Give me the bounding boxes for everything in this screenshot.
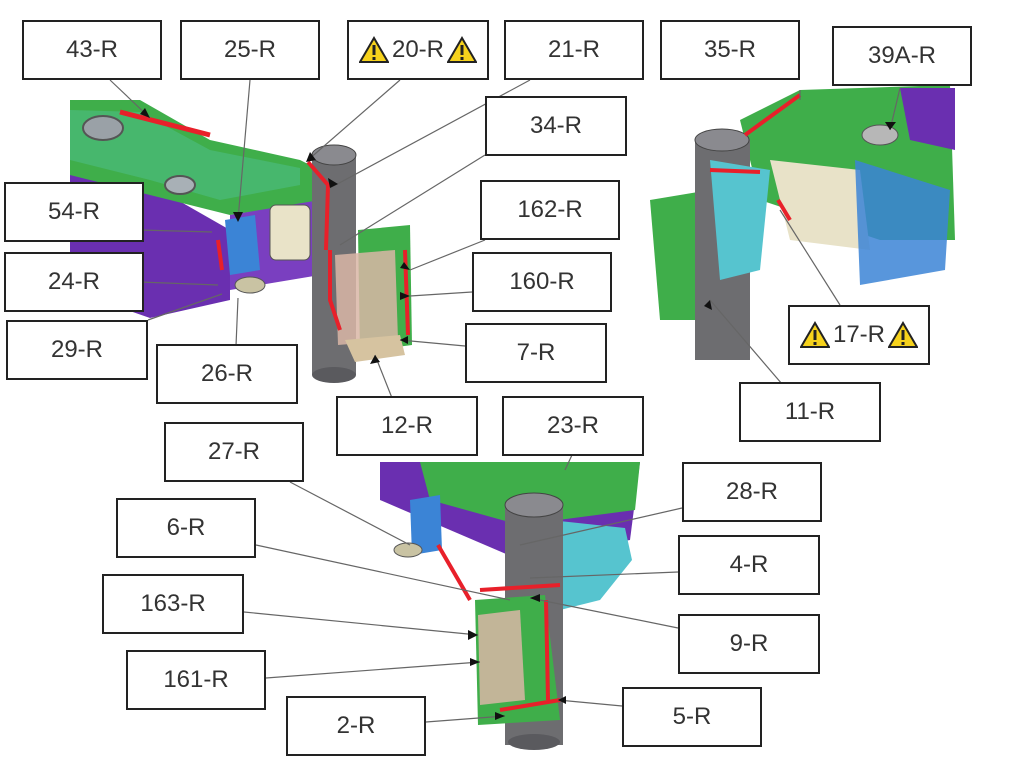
callout-25-R: 25-R (180, 20, 320, 80)
callout-text: 4-R (729, 551, 769, 578)
callout-163-R: 163-R (102, 574, 244, 634)
callout-162-R: 162-R (480, 180, 620, 240)
callout-34-R: 34-R (485, 96, 627, 156)
callout-29-R: 29-R (6, 320, 148, 380)
callout-text: 23-R (546, 412, 600, 439)
callout-text: 2-R (336, 712, 376, 739)
callout-text: 160-R (509, 268, 575, 295)
callout-text: 11-R (784, 398, 836, 425)
callout-6-R: 6-R (116, 498, 256, 558)
callout-text: 35-R (703, 36, 757, 63)
callout-26-R: 26-R (156, 344, 298, 404)
callout-text: 39A-R (867, 42, 937, 69)
callout-text: 5-R (672, 703, 712, 730)
callout-text: 24-R (47, 268, 101, 295)
warning-triangle-icon (799, 321, 830, 349)
callout-text: 162-R (517, 196, 583, 223)
callout-9-R: 9-R (678, 614, 820, 674)
callout-2-R: 2-R (286, 696, 426, 756)
callout-161-R: 161-R (126, 650, 266, 710)
callout-text: 29-R (50, 336, 104, 363)
callout-text: 25-R (223, 36, 277, 63)
callout-text: 28-R (725, 478, 779, 505)
callout-text: 43-R (65, 36, 119, 63)
callout-text: 17-R (832, 321, 886, 348)
callout-text: 163-R (140, 590, 206, 617)
callout-4-R: 4-R (678, 535, 820, 595)
callout-text: 9-R (729, 630, 769, 657)
callout-text: 27-R (207, 438, 261, 465)
callout-text: 7-R (516, 339, 556, 366)
callout-text: 6-R (166, 514, 206, 541)
callout-11-R: 11-R (739, 382, 881, 442)
callout-23-R: 23-R (502, 396, 644, 456)
callout-17-R: 17-R (788, 305, 930, 365)
warning-triangle-icon (447, 36, 478, 64)
callout-7-R: 7-R (465, 323, 607, 383)
callout-5-R: 5-R (622, 687, 762, 747)
callout-160-R: 160-R (472, 252, 612, 312)
callout-text: 54-R (47, 198, 101, 225)
callout-54-R: 54-R (4, 182, 144, 242)
callout-28-R: 28-R (682, 462, 822, 522)
callout-27-R: 27-R (164, 422, 304, 482)
arrow-heads (140, 108, 896, 720)
callout-39A-R: 39A-R (832, 26, 972, 86)
callout-text: 12-R (380, 412, 434, 439)
warning-triangle-icon (888, 321, 919, 349)
callout-text: 161-R (163, 666, 229, 693)
warning-triangle-icon (358, 36, 389, 64)
callout-text: 20-R (391, 36, 445, 63)
view-top-right (650, 85, 955, 360)
callout-35-R: 35-R (660, 20, 800, 80)
callout-24-R: 24-R (4, 252, 144, 312)
callout-20-R: 20-R (347, 20, 489, 80)
callout-21-R: 21-R (504, 20, 644, 80)
callout-43-R: 43-R (22, 20, 162, 80)
callout-12-R: 12-R (336, 396, 478, 456)
view-bottom (380, 462, 640, 750)
callout-text: 34-R (529, 112, 583, 139)
callout-text: 26-R (200, 360, 254, 387)
callout-text: 21-R (547, 36, 601, 63)
